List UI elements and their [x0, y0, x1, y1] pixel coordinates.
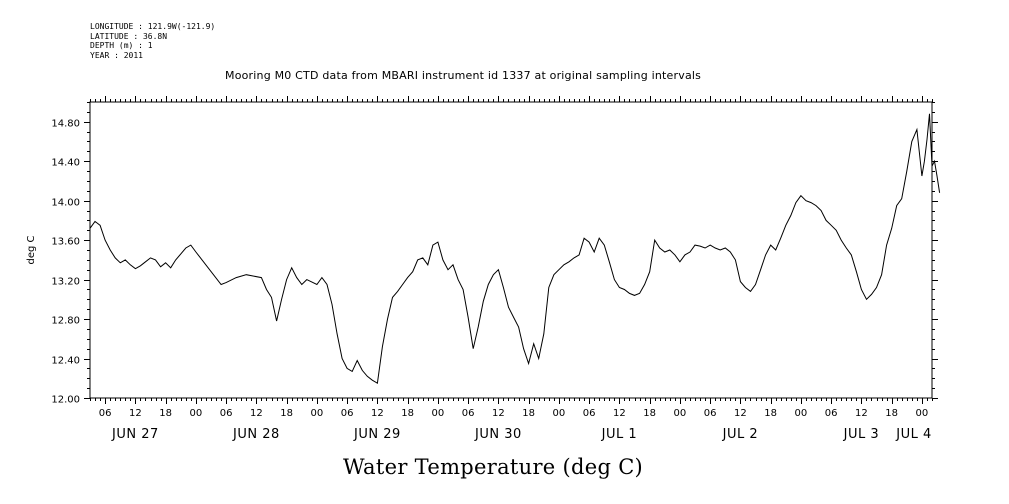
y-tick-label: 14.80	[51, 119, 80, 130]
x-day-label: JUN 29	[353, 427, 401, 442]
x-hour-label: 12	[613, 408, 626, 419]
x-day-label: JUL 1	[601, 427, 638, 442]
x-hour-label: 06	[99, 408, 112, 419]
x-hour-label: 12	[734, 408, 747, 419]
x-hour-label: 12	[129, 408, 142, 419]
x-hour-label: 00	[553, 408, 566, 419]
x-hour-label: 00	[674, 408, 687, 419]
y-tick-label: 12.80	[51, 316, 80, 327]
plot-frame	[89, 101, 933, 399]
x-hour-label: 00	[311, 408, 324, 419]
x-day-label: JUL 2	[722, 427, 759, 442]
x-hour-label: 18	[401, 408, 414, 419]
x-hour-label: 00	[432, 408, 445, 419]
year-label: YEAR : 2011	[90, 50, 143, 60]
x-day-label: JUL 4	[895, 427, 932, 442]
temperature-series-line	[89, 113, 941, 385]
x-hour-label: 06	[462, 408, 475, 419]
x-day-label: JUN 30	[474, 427, 522, 442]
y-axis-label: deg C	[26, 235, 37, 264]
metadata-block: LONGITUDE : 121.9W(-121.9) LATITUDE : 36…	[90, 22, 215, 60]
longitude-label: LONGITUDE : 121.9W(-121.9)	[90, 22, 216, 31]
x-hour-label: 18	[885, 408, 898, 419]
x-hour-label: 12	[371, 408, 384, 419]
x-hour-label: 06	[704, 408, 717, 419]
x-hour-label: 06	[583, 408, 596, 419]
x-hour-label: 18	[522, 408, 535, 419]
latitude-label: LATITUDE : 36.8N	[90, 31, 168, 41]
chart-title: Mooring M0 CTD data from MBARI instrumen…	[225, 69, 702, 82]
y-tick-label: 12.40	[51, 356, 80, 367]
y-tick-label: 13.20	[51, 277, 80, 288]
x-day-label: JUN 28	[232, 427, 280, 442]
y-tick-label: 14.00	[51, 198, 80, 209]
y-tick-label: 12.00	[51, 395, 80, 406]
x-hour-label: 18	[280, 408, 293, 419]
x-hour-label: 00	[916, 408, 929, 419]
x-hour-label: 00	[190, 408, 203, 419]
x-hour-label: 12	[492, 408, 505, 419]
x-hour-label: 06	[220, 408, 233, 419]
x-day-label: JUL 3	[843, 427, 880, 442]
x-hour-label: 06	[825, 408, 838, 419]
x-hour-label: 00	[795, 408, 808, 419]
x-day-label: JUN 27	[111, 427, 159, 442]
x-hour-label: 18	[764, 408, 777, 419]
y-tick-label: 14.40	[51, 158, 80, 169]
x-axis-title: Water Temperature (deg C)	[343, 455, 644, 479]
x-hour-label: 12	[250, 408, 263, 419]
x-hour-label: 06	[341, 408, 354, 419]
x-hour-label: 12	[855, 408, 868, 419]
depth-label: DEPTH (m) : 1	[90, 41, 153, 50]
y-tick-label: 13.60	[51, 237, 80, 248]
x-hour-label: 18	[643, 408, 656, 419]
x-hour-label: 18	[159, 408, 172, 419]
